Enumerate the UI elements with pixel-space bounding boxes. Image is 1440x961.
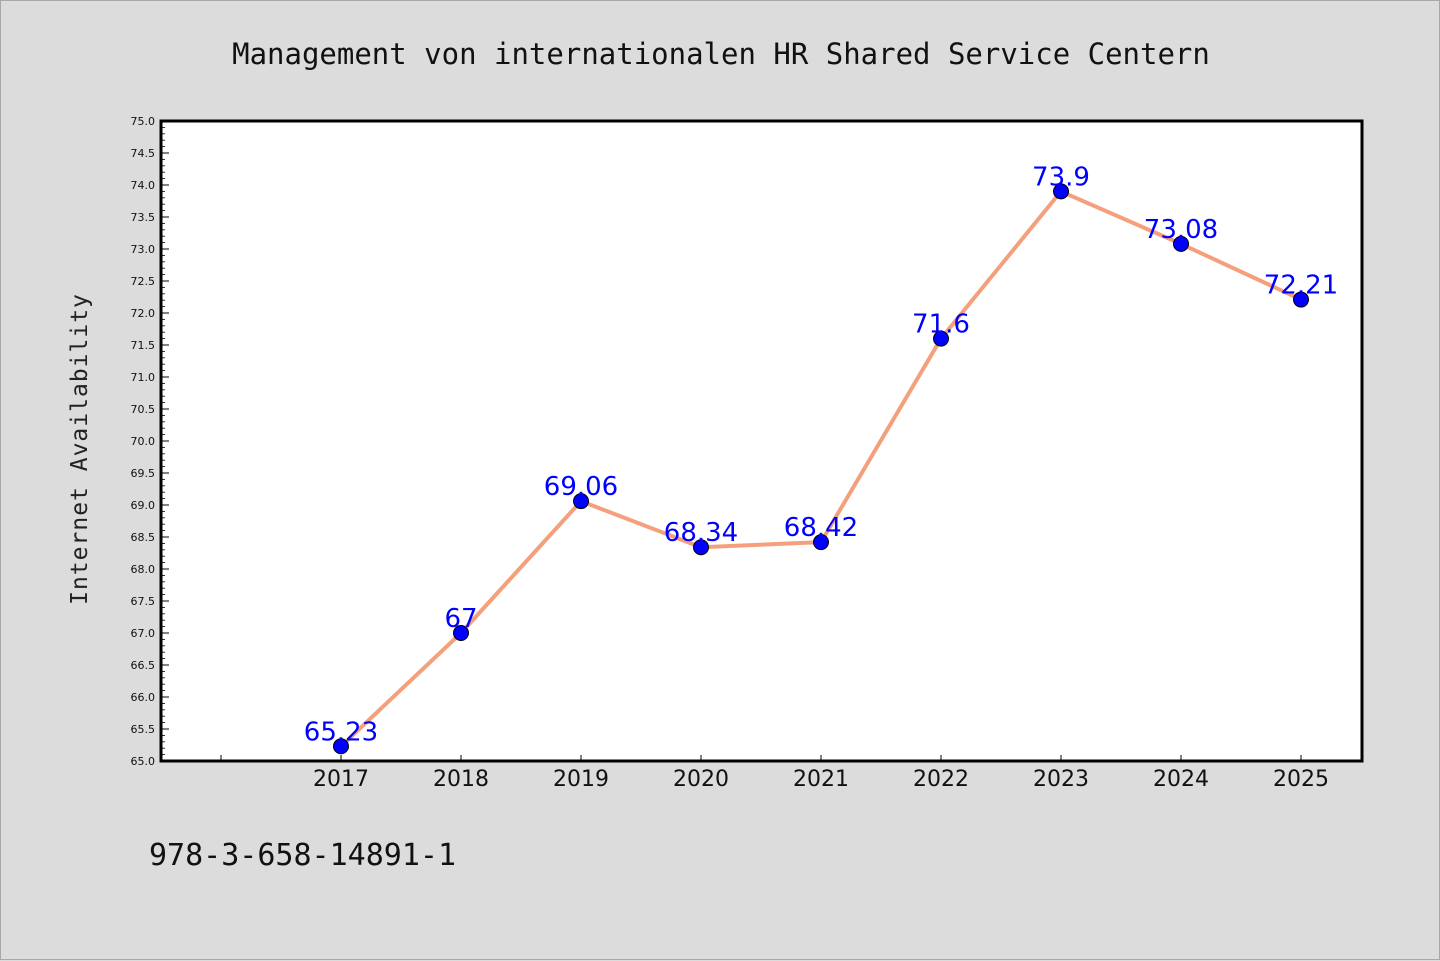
x-tick-label: 2020 [673,767,729,792]
y-tick-label: 75.0 [131,115,156,128]
x-tick-label: 2019 [553,767,609,792]
chart-title: Management von internationalen HR Shared… [232,37,1210,71]
y-axis-label: Internet Availability [67,293,93,605]
y-tick-label: 68.0 [131,563,156,576]
y-tick-label: 67.0 [131,627,156,640]
y-tick-label: 69.0 [131,499,156,512]
y-tick-label: 73.5 [131,211,156,224]
x-tick-label: 2021 [793,767,849,792]
data-label: 72.21 [1264,271,1338,301]
data-point [573,493,589,510]
y-tick-label: 70.5 [131,403,156,416]
data-point [813,534,829,551]
data-label: 67 [444,604,477,634]
data-point [1053,183,1069,200]
plot-area [159,119,1364,763]
y-tick-label: 71.0 [131,371,156,384]
data-point [1293,291,1309,308]
data-point [693,539,709,556]
data-label: 73.9 [1032,162,1090,192]
y-tick-label: 72.0 [131,307,156,320]
y-tick-label: 67.5 [131,595,156,608]
y-tick-label: 65.0 [131,755,156,768]
y-tick-label: 74.0 [131,179,156,192]
data-labels: 65.23 67 69.06 68.34 68.42 71.6 73.9 73.08 72.21 [304,162,1338,747]
y-tick-label: 74.5 [131,147,156,160]
data-point [333,738,349,755]
data-label: 69.06 [544,472,618,502]
y-tick-label: 69.5 [131,467,156,480]
y-tick-label: 73.0 [131,243,156,256]
x-tick-label: 2024 [1153,767,1209,792]
y-tick-label: 65.5 [131,723,156,736]
series-markers [333,183,1309,755]
data-label: 65.23 [304,717,378,747]
isbn-footer: 978-3-658-14891-1 [149,838,456,873]
x-tick-label: 2018 [433,767,489,792]
y-tick-label: 70.0 [131,435,156,448]
x-tick-label: 2017 [313,767,369,792]
data-label: 68.42 [784,513,858,543]
y-tick-label: 72.5 [131,275,156,288]
x-tick-label: 2023 [1033,767,1089,792]
data-label: 71.6 [912,310,970,340]
y-axis-ticks: 65.0 65.5 66.0 66.5 67.0 67.5 68.0 68.5 69.0 69.5… [131,115,169,768]
x-tick-label: 2022 [913,767,969,792]
data-point [933,330,949,347]
data-label: 73.08 [1144,215,1218,245]
y-tick-label: 66.0 [131,691,156,704]
x-axis-ticks: 2017 2018 2019 2020 2021 2022 2023 2024 2025 [220,755,1329,792]
y-tick-label: 66.5 [131,659,156,672]
x-tick-label: 2025 [1273,767,1329,792]
data-point [453,625,469,641]
y-tick-label: 71.5 [131,339,156,352]
y-tick-label: 68.5 [131,531,156,544]
data-point [1173,235,1189,252]
data-label: 68.34 [664,518,738,548]
